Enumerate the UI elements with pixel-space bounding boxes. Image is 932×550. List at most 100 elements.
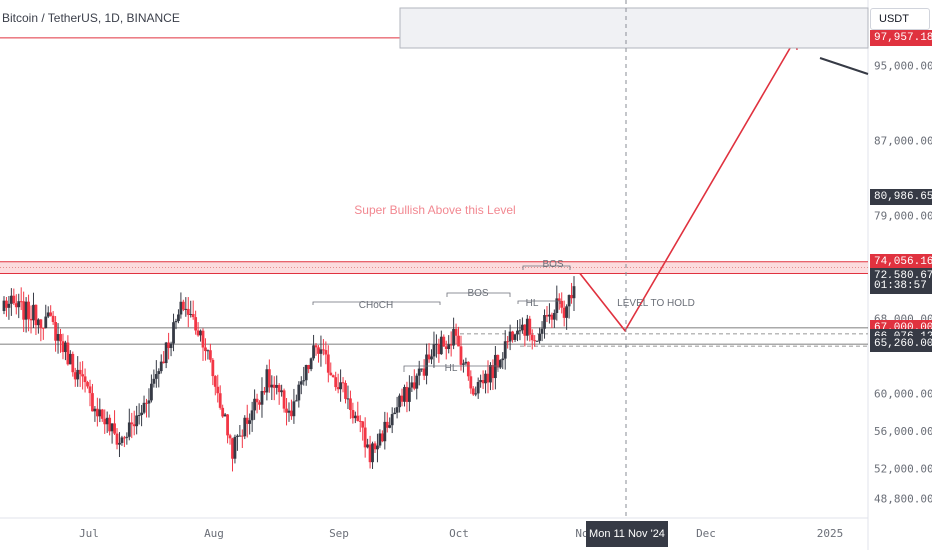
candle-body [147, 400, 151, 404]
candle-body [88, 386, 92, 394]
candle-body [240, 435, 244, 437]
candle-body [405, 386, 409, 402]
candle-body [373, 443, 377, 450]
crosshair-time-label: Mon 11 Nov '24 [586, 521, 668, 547]
candle-body [496, 354, 500, 368]
candle-body [425, 354, 428, 376]
candle-body [331, 375, 335, 378]
candle-body [543, 315, 546, 329]
candle-body [145, 402, 148, 404]
candle-body [221, 407, 225, 417]
trend-line-dark[interactable] [819, 57, 869, 75]
candle-body [231, 438, 234, 459]
candle-body [383, 421, 387, 442]
candle-body [24, 301, 28, 320]
candle-body [511, 331, 514, 340]
candle-body [498, 360, 502, 368]
candle-body [159, 361, 163, 372]
candle-body [135, 415, 139, 427]
candle-body [81, 374, 85, 377]
candle-body [469, 376, 473, 389]
candle-body [562, 307, 566, 318]
candle-body [71, 353, 75, 373]
candle-body [302, 380, 306, 382]
price-tick: 48,800.00 [874, 492, 932, 505]
candle-body [319, 349, 323, 354]
price-label-dark-80986: 80,986.65 [870, 188, 932, 205]
candle-body [501, 358, 505, 361]
candle-body [125, 436, 129, 438]
candle-body [115, 433, 119, 445]
candle-body [32, 304, 35, 321]
candle-body [339, 382, 342, 390]
candle-body [36, 319, 40, 326]
candle-body [412, 382, 416, 389]
candle-body [420, 368, 424, 370]
candle-body [309, 358, 313, 370]
candle-body [213, 376, 217, 387]
hl-bracket-2 [517, 300, 561, 304]
candle-body [533, 340, 537, 342]
candle-body [557, 298, 561, 301]
target-box[interactable] [399, 7, 869, 49]
candle-body [486, 373, 490, 383]
candle-body [356, 415, 360, 421]
candle-body [540, 328, 544, 334]
candle-body [415, 375, 419, 389]
candle-body [361, 421, 365, 428]
candle-body [98, 409, 102, 417]
candle-body [353, 415, 357, 419]
symbol-title[interactable]: Bitcoin / TetherUS, 1D, BINANCE [2, 11, 180, 25]
candle-body [292, 401, 296, 417]
candle-body [388, 425, 392, 428]
candle-body [108, 417, 112, 432]
candle-body [462, 363, 465, 365]
candle-body [263, 391, 266, 393]
candle-body [191, 314, 195, 318]
candle-body [154, 374, 158, 379]
candle-body [521, 324, 524, 331]
candle-body [368, 444, 372, 463]
candle-body [86, 382, 89, 387]
candle-body [427, 354, 431, 360]
price-tick: 87,000.00 [874, 135, 932, 148]
candle-body [54, 321, 57, 341]
candle-body [93, 408, 97, 412]
currency-button[interactable]: USDT [870, 8, 930, 30]
candle-body [444, 346, 448, 350]
candle-body [64, 342, 67, 353]
time-label-aug: Aug [204, 527, 224, 540]
zone-label: Super Bullish Above this Level [354, 203, 515, 217]
price-label-countdown: 01:38:57 [870, 277, 932, 294]
candle-body [294, 400, 298, 402]
candle-body [452, 328, 456, 346]
candle-body [346, 398, 350, 400]
candle-body [270, 384, 274, 388]
candle-body [243, 417, 247, 437]
candle-body [12, 295, 16, 304]
candle-body [525, 318, 529, 336]
bos-bracket-1 [446, 292, 511, 297]
candle-body [236, 435, 239, 437]
bos-label-1: BOS [467, 288, 488, 299]
candle-body [238, 435, 242, 437]
candle-body [95, 408, 99, 417]
candle-body [393, 412, 397, 415]
candle-body [565, 306, 569, 318]
candle-body [489, 365, 492, 383]
candle-body [41, 327, 45, 329]
candle-body [258, 402, 261, 405]
time-label-sep: Sep [329, 527, 349, 540]
candle-body [314, 345, 318, 348]
candle-body [14, 303, 18, 308]
candle-body [476, 382, 480, 394]
candle-body [447, 344, 451, 350]
candle-body [140, 412, 143, 416]
candle-body [570, 295, 573, 299]
candle-body [403, 386, 406, 402]
candle-body [265, 369, 269, 393]
candle-body [267, 369, 271, 388]
candle-body [275, 385, 279, 388]
